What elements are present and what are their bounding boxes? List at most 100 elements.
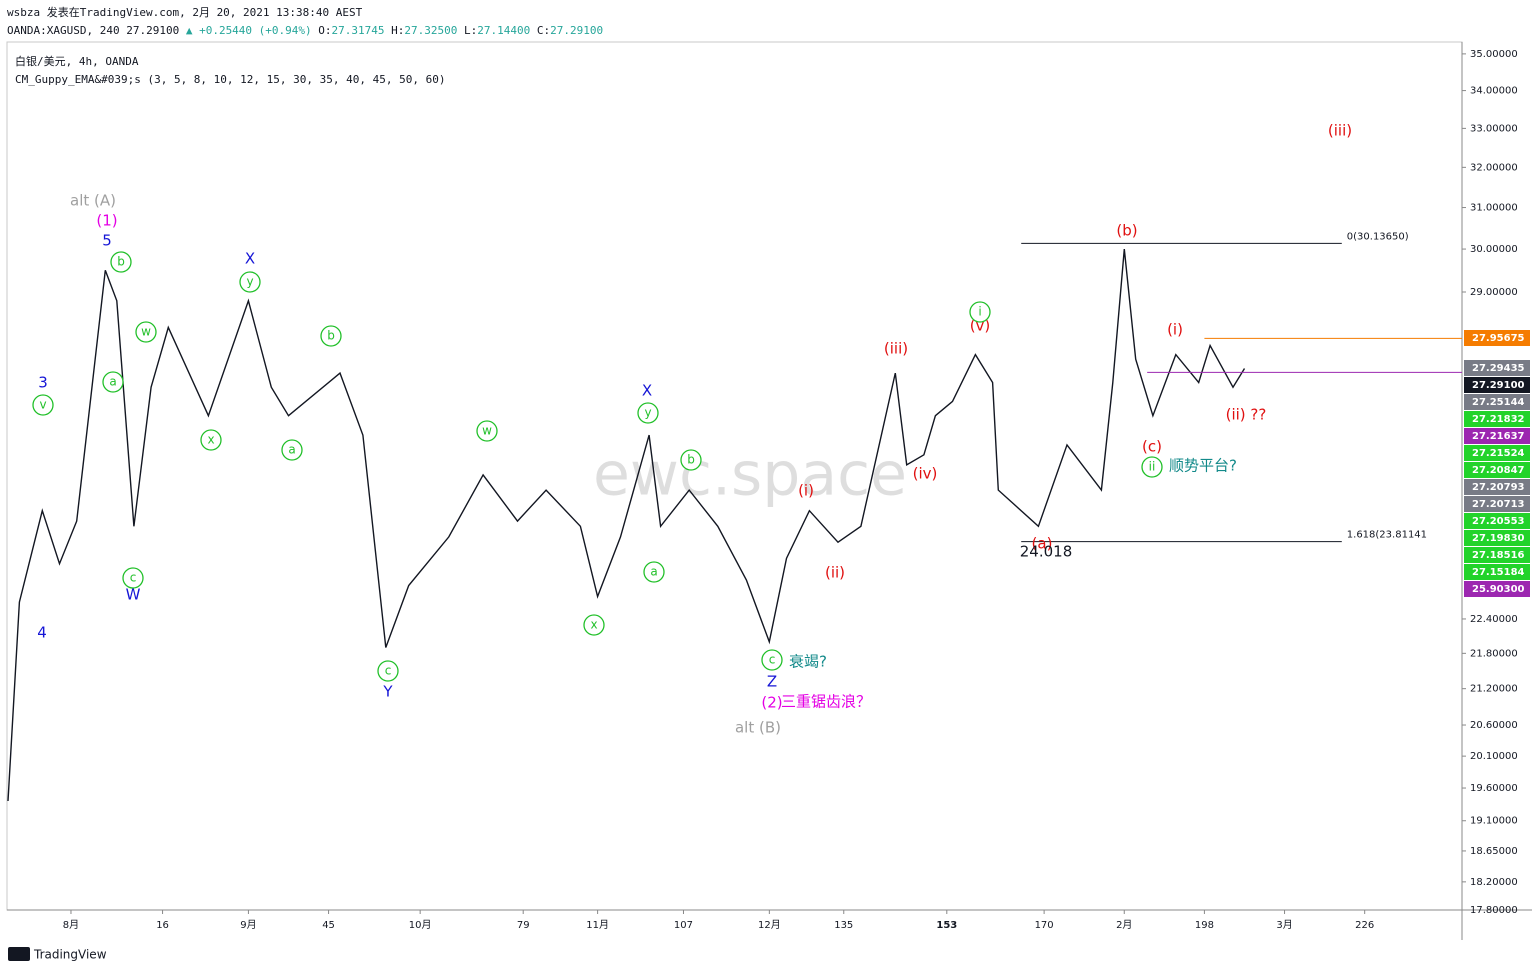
x-tick-label: 16: [156, 920, 169, 931]
ohlc-c-value: 27.29100: [550, 24, 603, 37]
wave-label: (2): [761, 694, 782, 712]
y-tick-label: 33.00000: [1470, 123, 1518, 134]
wave-label: 三重锯齿浪？: [781, 693, 871, 711]
x-tick-label: 10月: [409, 919, 432, 931]
wave-label: X: [245, 250, 255, 268]
ohlc-o: O:: [318, 24, 331, 37]
x-tick-label: 12月: [758, 919, 781, 931]
wave-label: alt (B): [735, 719, 781, 737]
price-badge: [1464, 530, 1530, 546]
wave-circle: [643, 561, 665, 583]
wave-label: (i): [798, 482, 814, 500]
wave-label: ii: [1149, 460, 1156, 474]
wave-label: (ii) ??: [1226, 406, 1267, 424]
wave-label: (iv): [913, 465, 938, 483]
wave-label: (iii): [1328, 122, 1352, 140]
y-tick-label: 18.20000: [1470, 877, 1518, 888]
symbol-name: OANDA:XAGUSD, 240: [7, 24, 120, 37]
wave-label: a: [109, 375, 116, 389]
wave-label: (a): [1032, 535, 1053, 553]
price-badge-label: 25.90300: [1472, 584, 1525, 595]
wave-circle: [761, 649, 783, 671]
y-tick-label: 22.40000: [1470, 614, 1518, 625]
wave-label: 24.018: [1020, 543, 1073, 561]
price-badge-label: 27.18516: [1472, 550, 1525, 561]
wave-label: y: [246, 275, 253, 289]
price-badge-label: 27.20847: [1472, 465, 1525, 476]
pane-title: 白银/美元, 4h, OANDA: [15, 54, 139, 68]
ohlc-l: L:: [464, 24, 477, 37]
wave-label: (b): [1116, 222, 1137, 240]
wave-label: w: [482, 424, 492, 438]
y-tick-label: 17.80000: [1470, 905, 1518, 916]
price-badge: [1464, 377, 1530, 393]
price-badge: [1464, 513, 1530, 529]
wave-label: w: [141, 325, 151, 339]
wave-circle: [200, 429, 222, 451]
wave-label: Y: [382, 683, 393, 701]
x-tick-label: 107: [674, 920, 693, 931]
x-tick-label: 3月: [1276, 919, 1292, 931]
x-tick-label: 9月: [240, 919, 256, 931]
price-badge-label: 27.21524: [1472, 448, 1525, 459]
watermark: ewc.space: [593, 440, 907, 510]
publisher: wsbza 发表在TradingView.com, 2月 20, 2021 13…: [7, 5, 363, 19]
price-badge-label: 27.20713: [1472, 499, 1525, 510]
x-tick-label: 8月: [63, 919, 79, 931]
level-label: 0(30.13650): [1347, 231, 1409, 242]
price-badge-label: 27.15184: [1472, 567, 1525, 578]
price-badge: [1464, 330, 1530, 346]
wave-circle: [102, 371, 124, 393]
logo: [8, 947, 30, 961]
level-label: 1.618(23.81141: [1347, 530, 1427, 541]
price-badge-label: 27.21637: [1472, 431, 1525, 442]
wave-label: c: [385, 664, 392, 678]
wave-label: 5: [102, 232, 112, 250]
x-tick-label: 226: [1355, 920, 1374, 931]
ohlc-h-value: 27.32500: [404, 24, 457, 37]
wave-label: (iii): [884, 340, 908, 358]
price-badge: [1464, 496, 1530, 512]
wave-label: (ii): [825, 564, 845, 582]
wave-label: W: [126, 586, 141, 604]
wave-circle: [969, 301, 991, 323]
wave-label: y: [644, 406, 651, 420]
price-badge-label: 27.21832: [1472, 414, 1525, 425]
price-badge-label: 27.20553: [1472, 516, 1525, 527]
wave-label: b: [117, 255, 125, 269]
price-badge: [1464, 479, 1530, 495]
y-tick-label: 34.00000: [1470, 86, 1518, 97]
wave-circle: [320, 325, 342, 347]
x-tick-label: 45: [322, 920, 335, 931]
y-tick-label: 29.00000: [1470, 287, 1518, 298]
price-badge: [1464, 581, 1530, 597]
price-badge-label: 27.29100: [1472, 380, 1525, 391]
price-badge-label: 27.25144: [1472, 397, 1525, 408]
wave-label: 3: [38, 374, 48, 392]
wave-circle: [1141, 456, 1163, 478]
last-price: 27.29100: [126, 24, 179, 37]
y-tick-label: 21.80000: [1470, 648, 1518, 659]
price-badge: [1464, 547, 1530, 563]
price-badge: [1464, 360, 1530, 376]
y-tick-label: 32.00000: [1470, 162, 1518, 173]
wave-label: x: [207, 433, 214, 447]
y-tick-label: 20.60000: [1470, 720, 1518, 731]
x-tick-label: 79: [517, 920, 530, 931]
wave-label: 衰竭?: [789, 653, 827, 671]
price-badge: [1464, 445, 1530, 461]
y-tick-label: 18.65000: [1470, 846, 1518, 857]
wave-label: v: [39, 398, 46, 412]
x-tick-label: 2月: [1116, 919, 1132, 931]
ohlc-l-value: 27.14400: [477, 24, 530, 37]
price-badge-label: 27.95675: [1472, 333, 1525, 344]
wave-label: X: [642, 382, 652, 400]
y-tick-label: 19.60000: [1470, 783, 1518, 794]
x-tick-label: 170: [1035, 920, 1054, 931]
ohlc-h: H:: [391, 24, 404, 37]
ohlc-o-value: 27.31745: [332, 24, 385, 37]
change: ▲ +0.25440 (+0.94%): [186, 24, 312, 37]
wave-label: c: [130, 571, 137, 585]
price-line: [7, 249, 1246, 802]
x-tick-label: 153: [936, 920, 957, 931]
